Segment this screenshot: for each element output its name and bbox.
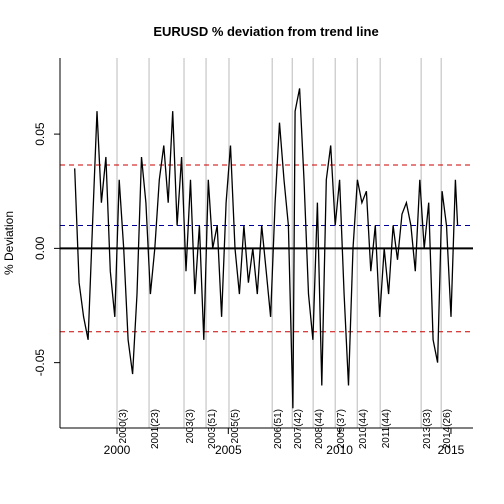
event-label: 2014(26) [442, 409, 453, 449]
y-tick-label: 0.00 [33, 236, 47, 260]
data-line [74, 88, 459, 409]
event-label: 2009(37) [336, 409, 347, 449]
y-axis-label: % Deviation [2, 211, 16, 275]
x-tick-label: 2015 [438, 443, 465, 457]
event-label: 2001(23) [150, 409, 161, 449]
event-label: 2005(5) [230, 409, 241, 443]
event-label: 2000(3) [118, 409, 129, 443]
chart-title: EURUSD % deviation from trend line [153, 24, 378, 39]
event-label: 2013(33) [422, 409, 433, 449]
x-tick-label: 2005 [215, 443, 242, 457]
event-label: 2010(44) [358, 409, 369, 449]
y-tick-label: 0.05 [33, 122, 47, 146]
y-tick-label: -0.05 [33, 349, 47, 377]
event-label: 2007(42) [293, 409, 304, 449]
event-label: 2008(44) [314, 409, 325, 449]
event-label: 2003(3) [185, 409, 196, 443]
event-label: 2011(44) [381, 409, 392, 448]
x-tick-label: 2000 [104, 443, 131, 457]
x-tick-label: 2010 [326, 443, 353, 457]
event-label: 2003(51) [207, 409, 218, 449]
event-label: 2006(51) [273, 409, 284, 449]
